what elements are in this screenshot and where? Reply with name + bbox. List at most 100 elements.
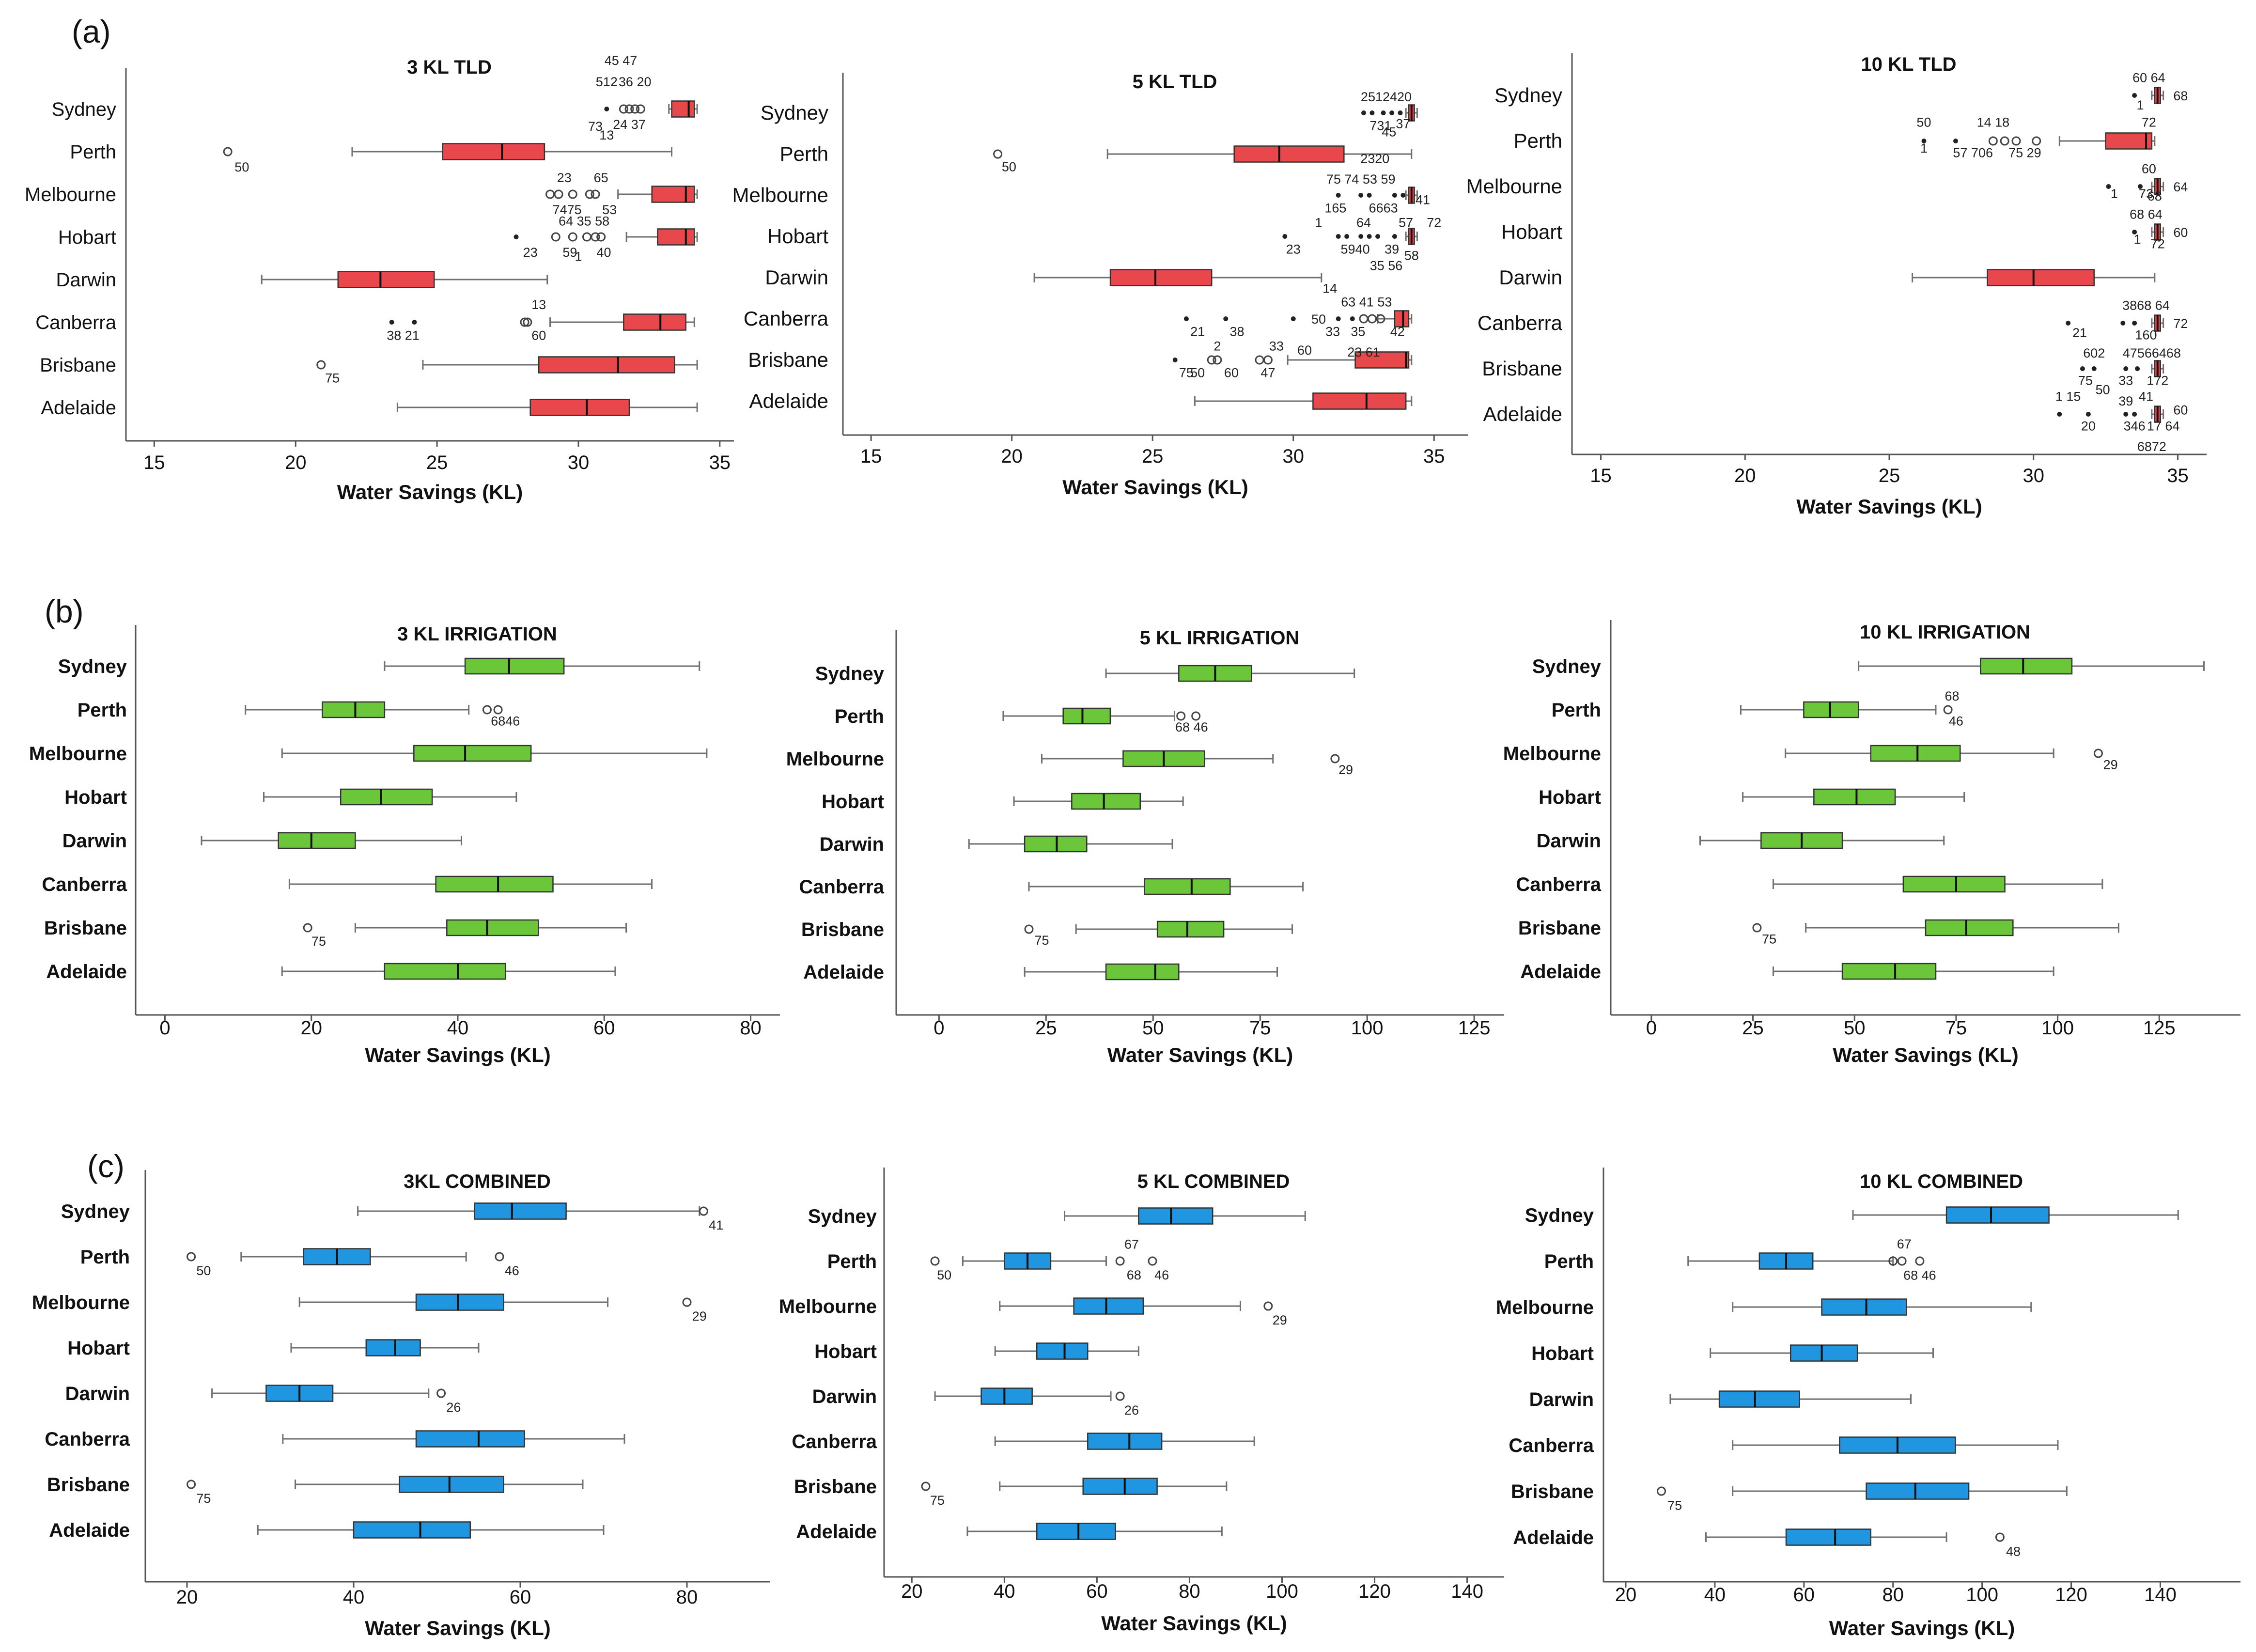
category-label: Hobart [58,227,116,248]
outlier-case-label: 57 706 [1953,146,1993,160]
category-label: Sydney [58,656,127,677]
outlier-extreme [1398,110,1403,115]
outlier-case-label: 731 [1369,119,1391,133]
category-label: Hobart [67,1338,130,1359]
outlier-case-label: 75 [1034,933,1049,948]
x-tick-label: 15 [143,452,165,473]
x-tick-label: 0 [159,1017,170,1039]
category-label: Brisbane [794,1476,877,1497]
outlier-case-label: 6663 [1369,201,1398,216]
box-iqr [1354,351,1410,369]
box-iqr [1233,145,1345,163]
box-iqr [464,657,565,675]
outlier-extreme [1389,110,1395,115]
category-label: Sydney [52,99,116,120]
category-label: Adelaide [46,961,127,982]
category-label: Canberra [792,1431,877,1452]
outlier-case-label: 68 [2147,189,2162,203]
outlier-case-label: 57 [1399,215,1413,230]
outlier-case-label: 1 [1920,141,1928,156]
outlier-circle [187,1252,196,1262]
x-tick-label: 40 [1704,1584,1726,1605]
outlier-circle [568,189,577,199]
outlier-case-label: 75 [196,1491,211,1506]
outlier-extreme [1291,316,1296,321]
outlier-extreme [1358,193,1364,198]
outlier-extreme [1375,234,1381,239]
outlier-case-label: 13 [599,128,614,142]
outlier-case-label: 24 37 [613,117,646,132]
chart-panel-c2: 5 KL COMBINED 20 40 60 80 100 120 140 Water Savi… [779,1168,1504,1635]
outlier-circle [1115,1256,1125,1266]
outlier-extreme [412,320,417,325]
outlier-case-label: 75 [325,371,340,385]
category-label: Brisbane [44,918,127,939]
category-label: Hobart [822,791,884,812]
box-iqr [1156,920,1225,938]
outlier-circle [591,189,600,199]
outlier-circle [187,1480,196,1489]
outlier-circle [624,104,634,114]
outlier-case-label: 35 [1351,325,1365,339]
category-label: Perth [1514,129,1562,152]
x-tick-label: 100 [1966,1584,1998,1605]
x-tick-label: 80 [676,1587,698,1608]
category-label: Melbourne [1503,743,1601,764]
outlier-case-label: 3868 64 [2122,298,2170,312]
category-label: Hobart [64,787,127,808]
category-label: Canberra [1478,312,1563,334]
category-label: Adelaide [41,397,116,419]
outlier-case-label: 68 64 [2130,207,2163,221]
box-iqr [1105,963,1180,981]
category-label: Sydney [61,1201,130,1222]
outlier-case-label: 45 47 [605,53,638,68]
outlier-circle [1943,705,1953,715]
outlier-case-label: 1 15 [2055,389,2081,404]
outlier-extreme [2085,412,2091,417]
outlier-circle [1376,314,1385,324]
box-iqr [1945,1206,2050,1224]
chart-panel-b3: 10 KL IRRIGATION 0 25 50 75 100 125 Water Savin… [1503,620,2240,1066]
outlier-case-label: 33 [1325,325,1340,339]
category-label: Canberra [45,1429,130,1450]
x-axis-label: Water Savings (KL) [1829,1617,2015,1639]
category-label: Perth [835,706,884,727]
chart-panel-b1: 3 KL IRRIGATION 0 20 40 60 80 Water Savings (K… [29,623,780,1066]
outlier-circle [921,1481,931,1491]
outlier-circle [1988,136,1998,146]
x-tick-label: 50 [1142,1017,1164,1039]
outlier-case-label: 75 [930,1493,945,1508]
outlier-case-label: 72 [2142,115,2156,130]
x-tick-label: 40 [343,1587,365,1608]
outlier-case-label: 1 [575,249,582,264]
box-iqr [1789,1344,1858,1362]
outlier-extreme [1344,234,1350,239]
box-iqr [980,1387,1033,1405]
box-iqr [2105,132,2153,150]
outlier-circle [1752,923,1762,933]
category-label: Hobart [767,225,828,248]
outlier-case-label: 2320 [1360,152,1389,166]
box-iqr [538,356,675,374]
x-axis-label: Water Savings (KL) [365,1044,551,1066]
outlier-case-label: 29 [1338,763,1353,777]
outlier-case-label: 512 [596,75,618,89]
x-tick-label: 30 [568,452,590,473]
box-iqr [415,1430,525,1448]
outlier-case-label: 7475 [553,203,582,217]
outlier-case-label: 172 [2147,374,2168,388]
category-label: Perth [780,142,828,165]
outlier-extreme [1223,316,1229,321]
category-label: Sydney [1525,1205,1594,1226]
outlier-case-label: 14 18 [1977,115,2010,130]
outlier-extreme [2123,366,2129,371]
outlier-case-label: 50 [2096,382,2110,397]
outlier-case-label: 21 [1190,325,1205,339]
outlier-extreme [2135,366,2140,371]
outlier-circle [596,232,606,242]
outlier-extreme [1172,358,1178,362]
outlier-case-label: 1 [1315,215,1322,230]
box-iqr [340,788,433,806]
outlier-case-label: 1 [2134,232,2141,247]
outlier-case-label: 64 [1356,215,1371,230]
